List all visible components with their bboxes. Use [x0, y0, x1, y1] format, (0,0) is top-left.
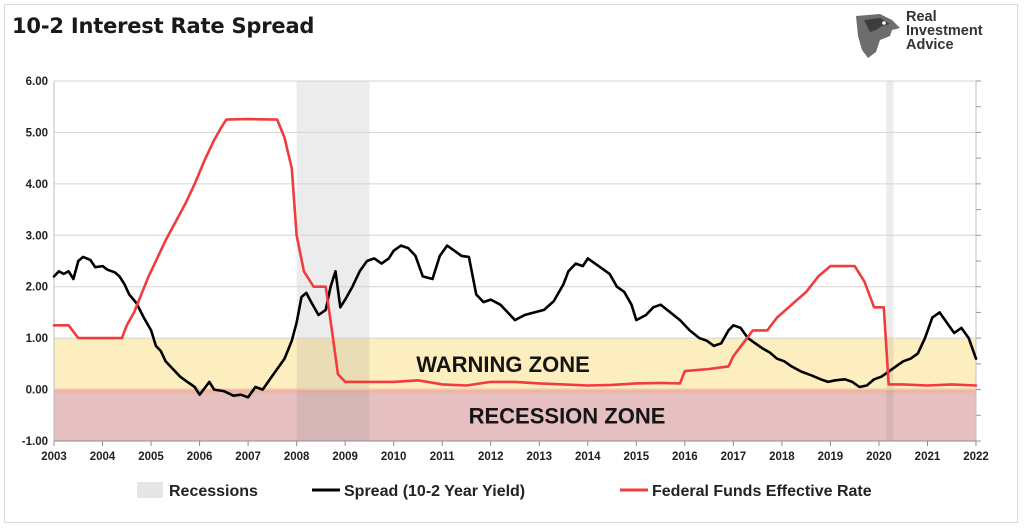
x-tick-label: 2022 — [963, 451, 989, 463]
brand-line-2: Investment — [906, 23, 983, 39]
recession-zone-label: RECESSION ZONE — [469, 403, 666, 428]
y-tick-label: 3.00 — [26, 230, 48, 242]
legend-layer: Recessions Spread (10-2 Year Yield) Federa… — [137, 482, 872, 500]
x-tick-label: 2007 — [235, 451, 261, 463]
x-tick-label: 2016 — [672, 451, 698, 463]
x-tick-label: 2020 — [866, 451, 892, 463]
x-tick-label: 2012 — [478, 451, 504, 463]
legend-label-1: Spread (10-2 Year Yield) — [344, 483, 525, 500]
x-tick-label: 2009 — [332, 451, 358, 463]
zones-layer — [54, 338, 976, 441]
zone-label-layer: WARNING ZONE RECESSION ZONE — [416, 352, 665, 428]
series-line-spread — [52, 244, 978, 399]
brand-line-3: Advice — [906, 37, 954, 53]
recession-band-1 — [886, 81, 894, 441]
eagle-head-icon — [856, 14, 900, 58]
brand-line-1: Real — [906, 9, 937, 25]
legend-swatch-recessions — [137, 482, 163, 498]
axis-layer: 6.00 5.00 4.00 3.00 2.00 1.00 0.00 -1.00 2003 200… — [22, 76, 989, 463]
x-tick-label: 2018 — [769, 451, 795, 463]
y-tick-label: -1.00 — [22, 436, 48, 448]
x-tick-label: 2010 — [381, 451, 407, 463]
x-tick-label: 2014 — [575, 451, 601, 463]
warning-zone-label: WARNING ZONE — [416, 352, 590, 377]
series-line-fed-funds — [52, 117, 978, 387]
y-tick-label: 4.00 — [26, 179, 48, 191]
x-tick-label: 2004 — [90, 451, 116, 463]
x-tick-label: 2008 — [284, 451, 310, 463]
brand-logo: Real Investment Advice — [850, 10, 1000, 60]
x-tick-label: 2013 — [526, 451, 552, 463]
brand-name: Real Investment Advice — [906, 9, 983, 53]
x-tick-label: 2006 — [187, 451, 213, 463]
x-tick-label: 2015 — [624, 451, 650, 463]
x-tick-label: 2011 — [430, 451, 456, 463]
recession-band-0 — [296, 81, 370, 441]
y-tick-label: 1.00 — [26, 333, 48, 345]
x-tick-label: 2021 — [915, 451, 941, 463]
legend-label-2: Federal Funds Effective Rate — [652, 483, 872, 500]
y-tick-label: 0.00 — [26, 385, 48, 397]
zone-band-1 — [54, 389, 976, 441]
x-tick-label: 2019 — [818, 451, 844, 463]
legend-label-0: Recessions — [169, 483, 258, 500]
x-tick-label: 2005 — [138, 451, 164, 463]
x-tick-label: 2017 — [721, 451, 747, 463]
y-tick-label: 2.00 — [26, 282, 48, 294]
series-layer — [52, 117, 978, 399]
x-tick-label: 2003 — [41, 451, 67, 463]
chart-title: 10-2 Interest Rate Spread — [12, 14, 315, 38]
y-tick-label: 5.00 — [26, 127, 48, 139]
y-tick-label: 6.00 — [26, 76, 48, 88]
